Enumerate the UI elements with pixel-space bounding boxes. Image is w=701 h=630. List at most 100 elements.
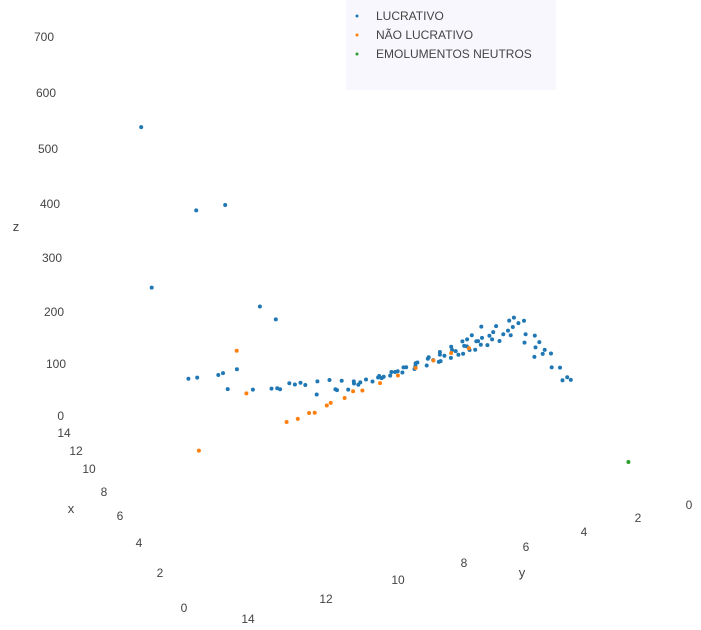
data-point[interactable]	[413, 366, 418, 370]
data-point[interactable]	[480, 335, 484, 340]
data-point[interactable]	[404, 365, 409, 370]
data-point[interactable]	[234, 348, 239, 353]
data-point[interactable]	[501, 332, 506, 337]
data-point[interactable]	[508, 333, 513, 338]
data-point[interactable]	[278, 387, 283, 392]
legend-label-nao-lucrativo[interactable]: NÃO LUCRATIVO	[376, 28, 473, 42]
data-point[interactable]	[533, 345, 538, 350]
series-lucrativo[interactable]	[139, 125, 573, 397]
data-point[interactable]	[450, 348, 455, 352]
data-point[interactable]	[287, 381, 292, 386]
data-point[interactable]	[476, 339, 481, 344]
data-point[interactable]	[388, 373, 393, 378]
data-point[interactable]	[196, 448, 201, 453]
data-point[interactable]	[315, 379, 320, 384]
data-point[interactable]	[342, 396, 347, 400]
legend-marker-lucrativo[interactable]	[355, 14, 359, 18]
data-point[interactable]	[195, 375, 200, 380]
data-point[interactable]	[356, 382, 361, 387]
data-point[interactable]	[307, 411, 312, 415]
data-point[interactable]	[223, 203, 228, 207]
data-point[interactable]	[522, 340, 527, 345]
data-point[interactable]	[395, 373, 400, 378]
data-point[interactable]	[511, 315, 516, 320]
data-point[interactable]	[568, 377, 573, 382]
data-point[interactable]	[510, 325, 515, 329]
data-point[interactable]	[139, 125, 144, 130]
data-point[interactable]	[485, 343, 490, 348]
data-point[interactable]	[626, 460, 631, 464]
data-point[interactable]	[216, 373, 221, 377]
data-point[interactable]	[549, 351, 553, 356]
data-point[interactable]	[532, 333, 537, 338]
data-point[interactable]	[303, 383, 308, 387]
legend-marker-nao-lucrativo[interactable]	[355, 33, 359, 37]
data-point[interactable]	[506, 328, 510, 333]
data-point[interactable]	[225, 387, 230, 392]
data-point[interactable]	[426, 355, 431, 360]
data-point[interactable]	[360, 388, 365, 393]
legend[interactable]: LUCRATIVO NÃO LUCRATIVO EMOLUMENTOS NEUT…	[346, 0, 556, 90]
data-point[interactable]	[473, 347, 478, 352]
data-point[interactable]	[314, 392, 319, 397]
data-point[interactable]	[339, 378, 344, 383]
series-emolumentos-neutros[interactable]	[626, 460, 631, 464]
data-point[interactable]	[491, 330, 496, 335]
data-point[interactable]	[149, 285, 154, 290]
data-point[interactable]	[327, 378, 332, 382]
data-point[interactable]	[478, 342, 483, 347]
data-point[interactable]	[415, 360, 420, 365]
data-point[interactable]	[522, 318, 526, 323]
data-point[interactable]	[540, 351, 545, 356]
data-point[interactable]	[269, 386, 274, 391]
data-point[interactable]	[516, 321, 521, 326]
data-point[interactable]	[453, 349, 458, 354]
data-point[interactable]	[460, 339, 465, 344]
data-point[interactable]	[284, 420, 289, 424]
legend-label-emolumentos-neutros[interactable]: EMOLUMENTOS NEUTROS	[376, 47, 532, 61]
data-point[interactable]	[424, 363, 429, 368]
data-point[interactable]	[448, 355, 453, 360]
data-point[interactable]	[395, 369, 400, 374]
data-point[interactable]	[324, 403, 329, 408]
data-point[interactable]	[244, 391, 249, 396]
data-point[interactable]	[257, 304, 262, 309]
data-point[interactable]	[221, 371, 225, 376]
data-point[interactable]	[523, 332, 528, 337]
data-point[interactable]	[465, 337, 470, 342]
data-point[interactable]	[431, 358, 436, 363]
data-point[interactable]	[250, 387, 255, 392]
data-point[interactable]	[292, 382, 297, 387]
data-point[interactable]	[449, 351, 454, 355]
data-point[interactable]	[186, 376, 191, 381]
data-point[interactable]	[335, 388, 339, 393]
legend-marker-emolumentos-neutros[interactable]	[355, 52, 359, 56]
data-point[interactable]	[469, 333, 474, 338]
data-point[interactable]	[490, 337, 495, 342]
legend-label-lucrativo[interactable]: LUCRATIVO	[376, 9, 444, 23]
data-point[interactable]	[273, 317, 278, 322]
data-point[interactable]	[389, 370, 394, 374]
data-point[interactable]	[449, 344, 454, 349]
data-point[interactable]	[364, 377, 368, 382]
data-point[interactable]	[379, 376, 384, 381]
data-point[interactable]	[456, 352, 461, 357]
data-point[interactable]	[497, 339, 502, 343]
data-point[interactable]	[537, 340, 542, 345]
data-point[interactable]	[461, 351, 466, 356]
data-point[interactable]	[346, 387, 351, 392]
data-point[interactable]	[479, 324, 484, 329]
data-point[interactable]	[328, 400, 333, 405]
data-point[interactable]	[466, 346, 471, 351]
data-point[interactable]	[378, 381, 383, 386]
data-point[interactable]	[295, 416, 300, 421]
data-point[interactable]	[542, 347, 547, 352]
data-point[interactable]	[549, 365, 554, 370]
data-point[interactable]	[560, 378, 565, 383]
data-point[interactable]	[312, 410, 317, 415]
data-point[interactable]	[438, 359, 443, 364]
data-point[interactable]	[370, 379, 375, 384]
data-point[interactable]	[234, 367, 239, 372]
series-nao-lucrativo[interactable]	[196, 346, 471, 453]
